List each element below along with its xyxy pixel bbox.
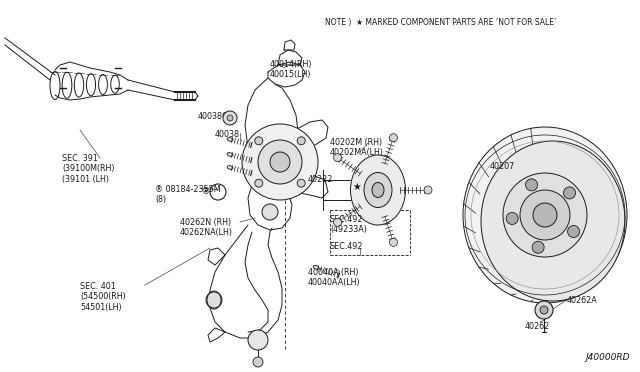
Circle shape xyxy=(532,241,544,253)
Text: 40262N (RH)
40262NA(LH): 40262N (RH) 40262NA(LH) xyxy=(180,218,233,237)
Ellipse shape xyxy=(364,173,392,208)
Circle shape xyxy=(535,301,553,319)
Text: ® 08184-2355M
(8): ® 08184-2355M (8) xyxy=(155,185,221,204)
Ellipse shape xyxy=(372,183,384,198)
Text: SEC.492: SEC.492 xyxy=(330,242,364,251)
Text: J40000RD: J40000RD xyxy=(586,353,630,362)
Ellipse shape xyxy=(227,138,233,141)
Text: 40038: 40038 xyxy=(215,130,240,139)
Circle shape xyxy=(227,115,233,121)
Circle shape xyxy=(424,186,432,194)
Circle shape xyxy=(390,238,397,246)
Circle shape xyxy=(333,154,342,162)
Circle shape xyxy=(206,292,222,308)
Circle shape xyxy=(242,124,318,200)
Ellipse shape xyxy=(227,166,233,169)
Ellipse shape xyxy=(463,127,627,303)
Circle shape xyxy=(390,134,397,142)
Circle shape xyxy=(503,173,587,257)
Circle shape xyxy=(297,179,305,187)
Text: 40207: 40207 xyxy=(490,162,515,171)
Text: 40202M (RH)
40202MA(LH): 40202M (RH) 40202MA(LH) xyxy=(330,138,384,157)
Circle shape xyxy=(248,330,268,350)
Text: 40262A: 40262A xyxy=(567,296,598,305)
Text: ★: ★ xyxy=(352,182,361,192)
Text: SEC.492
(49233A): SEC.492 (49233A) xyxy=(330,215,367,234)
Text: ®: ® xyxy=(202,187,210,196)
Circle shape xyxy=(568,225,580,237)
Text: 40222: 40222 xyxy=(308,175,333,184)
Text: 40040A (RH)
40040AA(LH): 40040A (RH) 40040AA(LH) xyxy=(308,268,360,288)
Circle shape xyxy=(262,204,278,220)
Circle shape xyxy=(223,111,237,125)
Text: SEC. 391
(39100M(RH)
(39101 (LH): SEC. 391 (39100M(RH) (39101 (LH) xyxy=(62,154,115,184)
Circle shape xyxy=(506,212,518,224)
Circle shape xyxy=(258,140,302,184)
Circle shape xyxy=(333,218,342,226)
Circle shape xyxy=(540,306,548,314)
Circle shape xyxy=(253,357,263,367)
Circle shape xyxy=(270,152,290,172)
Circle shape xyxy=(255,179,263,187)
Text: 40262: 40262 xyxy=(525,322,550,331)
Circle shape xyxy=(520,190,570,240)
Text: 40038C: 40038C xyxy=(198,112,228,121)
Text: SEC. 401
(54500(RH)
54501(LH): SEC. 401 (54500(RH) 54501(LH) xyxy=(80,282,125,312)
Circle shape xyxy=(533,203,557,227)
Circle shape xyxy=(525,179,538,191)
Ellipse shape xyxy=(313,265,319,269)
Text: 40014(RH)
40015(LH): 40014(RH) 40015(LH) xyxy=(270,60,312,79)
Circle shape xyxy=(255,137,263,145)
Ellipse shape xyxy=(227,153,233,156)
Text: NOTE )  ★ MARKED COMPONENT PARTS ARE ‘NOT FOR SALE’: NOTE ) ★ MARKED COMPONENT PARTS ARE ‘NOT… xyxy=(325,18,556,27)
Ellipse shape xyxy=(351,155,406,225)
Circle shape xyxy=(297,137,305,145)
Circle shape xyxy=(564,187,575,199)
Ellipse shape xyxy=(481,141,625,301)
